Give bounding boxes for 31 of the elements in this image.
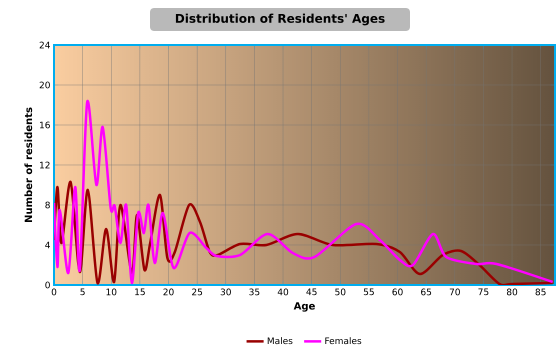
x-axis-title: Age xyxy=(294,302,315,312)
x-tick-label: 60 xyxy=(392,288,403,296)
x-tick-label: 40 xyxy=(278,288,288,296)
y-tick-label: 24 xyxy=(40,42,50,48)
y-axis-title: Number of residents xyxy=(24,108,32,222)
y-tick-label: 8 xyxy=(45,202,50,208)
y-tick-label: 4 xyxy=(45,242,50,248)
x-tick-label: 20 xyxy=(163,288,174,296)
x-tick-label: 5 xyxy=(80,288,85,296)
legend-label: Males xyxy=(268,337,292,344)
x-tick-label: 25 xyxy=(192,288,202,296)
x-tick-label: 35 xyxy=(249,288,260,296)
x-tick-label: 45 xyxy=(306,288,317,296)
legend-label: Females xyxy=(325,337,362,344)
x-tick-label: 75 xyxy=(478,288,488,296)
x-tick-label: 85 xyxy=(536,288,546,296)
x-tick-label: 15 xyxy=(135,288,145,296)
y-tick-label: 16 xyxy=(40,122,50,128)
y-tick-label: 0 xyxy=(45,282,50,288)
x-tick-label: 10 xyxy=(106,288,116,296)
x-tick-label: 55 xyxy=(364,288,374,296)
x-tick-label: 0 xyxy=(52,288,56,296)
x-tick-label: 65 xyxy=(421,288,432,296)
x-tick-label: 50 xyxy=(335,288,346,296)
x-tick-label: 30 xyxy=(220,288,231,296)
x-tick-label: 70 xyxy=(450,288,460,296)
x-tick-label: 80 xyxy=(506,288,518,296)
y-tick-label: 20 xyxy=(40,82,50,88)
chart-title: Distribution of Residents' Ages xyxy=(176,14,385,26)
line-series xyxy=(54,100,554,284)
y-tick-label: 12 xyxy=(40,162,50,168)
